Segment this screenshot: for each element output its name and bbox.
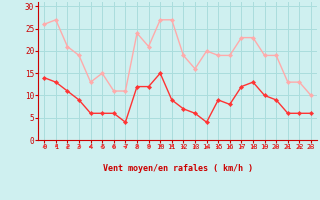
X-axis label: Vent moyen/en rafales ( km/h ): Vent moyen/en rafales ( km/h ) [103, 164, 252, 173]
